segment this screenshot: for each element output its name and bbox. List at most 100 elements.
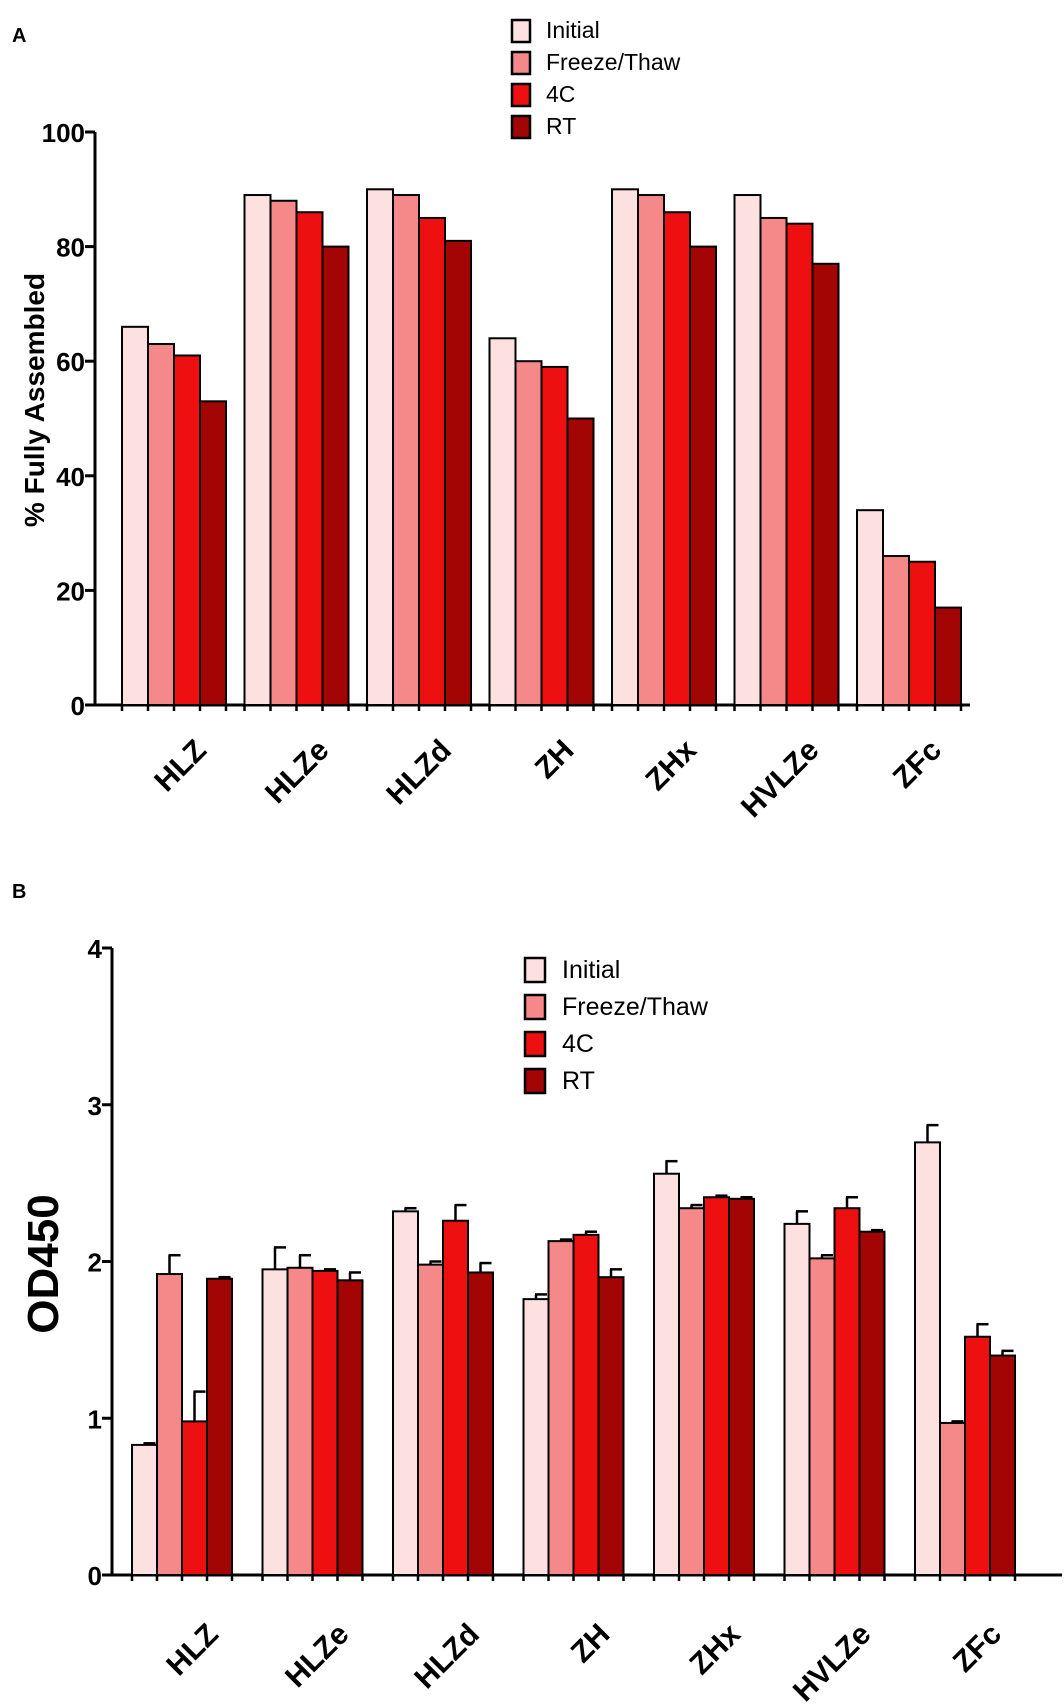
- panel-b-bar-hlz-initial: [131, 1443, 158, 1576]
- panel-a-legend-swatch-initial: [510, 18, 532, 44]
- panel-a-bar-zfc-freeze-thaw: [882, 555, 910, 707]
- panel-a-bar-zfc-4c: [908, 560, 936, 706]
- panel-b-bar-hlze-4c: [311, 1269, 339, 1577]
- panel-b-bar-hlze-initial: [261, 1268, 289, 1577]
- panel-a-bar-hlzd-rt: [444, 239, 472, 706]
- panel-b-y-tick-label-2: 2: [88, 1248, 102, 1278]
- panel-a-bar-hvlze-4c: [785, 222, 814, 706]
- panel-b-legend-label-rt: RT: [562, 1067, 595, 1095]
- panel-a-legend-swatch-4c: [510, 82, 532, 108]
- panel-b-y-tick-label-0: 0: [88, 1561, 102, 1591]
- panel-a-bar-hlzd-freeze-thaw: [392, 194, 420, 706]
- panel-a-y-tick-label-20: 20: [56, 576, 85, 606]
- panel-a-y-tick-label-100: 100: [42, 118, 85, 148]
- panel-b-bar-zhx-initial: [653, 1172, 680, 1576]
- panel-a-category-label-hlze: HLZe: [259, 734, 335, 810]
- panel-b-bar-hlzd-rt: [467, 1271, 494, 1577]
- panel-b-bar-hlz-rt: [206, 1277, 233, 1577]
- panel-b-legend-swatch-freeze-thaw: [523, 993, 547, 1021]
- panel-a-bar-hlze-rt: [321, 245, 350, 706]
- panel-b-legend-label-4c: 4C: [562, 1030, 594, 1058]
- panel-a-y-tick-label-0: 0: [71, 691, 85, 721]
- panel-a-category-label-hvlze: HVLZe: [735, 734, 826, 825]
- panel-b-legend-swatch-initial: [523, 956, 547, 984]
- panel-a-bar-hvlze-rt: [811, 262, 840, 706]
- panel-a-bar-zhx-freeze-thaw: [637, 194, 665, 706]
- panel-a-bar-zhx-rt: [689, 245, 717, 706]
- panel-a-bar-hlz-initial: [121, 325, 149, 706]
- panel-b-bar-hlz-4c: [181, 1420, 208, 1577]
- panel-a-bar-zhx-initial: [611, 188, 639, 707]
- panel-a-legend-label-initial: Initial: [546, 17, 600, 43]
- panel-b-bar-hlzd-freeze-thaw: [417, 1263, 444, 1576]
- panel-a-legend-label-freeze-thaw: Freeze/Thaw: [546, 49, 681, 75]
- panel-b-chart: B OD450 0 1 2 3 4 HLZ HLZe HLZd ZH ZHx HVLZe ZFc In…: [12, 881, 1062, 1707]
- panel-b-bar-hvlze-initial: [783, 1222, 811, 1576]
- panel-b-legend: Initial Freeze/Thaw 4C RT: [523, 956, 709, 1095]
- panel-a-category-label-hlz: HLZ: [148, 734, 213, 799]
- panel-a-bar-zfc-initial: [856, 509, 884, 706]
- panel-a-category-label-zhx: ZHx: [640, 733, 704, 797]
- panel-a-plot-area: 0 20 40 60 80 100 HLZ HLZe HLZd ZH ZHx HVLZe ZFc: [42, 118, 970, 824]
- panel-a-bar-hlz-rt: [199, 400, 227, 706]
- panel-b-bar-zhx-rt: [728, 1197, 755, 1577]
- panel-b-bar-zfc-rt: [989, 1354, 1016, 1577]
- panel-a-legend-label-4c: 4C: [546, 81, 575, 107]
- panel-b-bar-hvlze-freeze-thaw: [808, 1257, 836, 1576]
- panel-b-category-label-zhx: ZHx: [684, 1617, 748, 1681]
- panel-b-category-label-hlzd: HLZd: [408, 1618, 486, 1696]
- panel-a-y-tick-label-40: 40: [56, 462, 85, 492]
- panel-b-bar-zh-rt: [597, 1276, 625, 1577]
- panel-b-bar-zfc-4c: [964, 1335, 991, 1576]
- panel-b-bar-zhx-4c: [703, 1196, 730, 1577]
- panel-b-legend-label-freeze-thaw: Freeze/Thaw: [562, 993, 709, 1021]
- panel-b-category-label-hlz: HLZ: [160, 1618, 225, 1683]
- panel-b-bar-hlze-freeze-thaw: [286, 1266, 314, 1577]
- panel-a-bar-hlze-initial: [243, 194, 272, 706]
- panel-a-bar-hlze-4c: [295, 211, 324, 706]
- panel-a-bar-zhx-4c: [663, 211, 691, 706]
- panel-b-category-label-zh: ZH: [565, 1618, 617, 1670]
- panel-a-y-axis-title: % Fully Assembled: [19, 273, 50, 527]
- panel-a-bar-hlzd-initial: [366, 188, 394, 707]
- panel-b-bar-hlze-rt: [336, 1279, 364, 1577]
- panel-b-category-label-hlze: HLZe: [279, 1618, 355, 1694]
- panel-a-bar-zfc-rt: [934, 606, 962, 707]
- panel-b-bar-hlzd-initial: [392, 1210, 419, 1576]
- panel-b-legend-label-initial: Initial: [562, 956, 620, 984]
- panel-b-bar-hlzd-4c: [442, 1219, 469, 1576]
- panel-a-legend-label-rt: RT: [546, 113, 576, 139]
- panel-b-bar-zfc-freeze-thaw: [939, 1421, 966, 1577]
- panel-b-bar-zh-freeze-thaw: [547, 1240, 575, 1577]
- panel-a-bar-zh-freeze-thaw: [514, 360, 543, 706]
- panel-b-y-tick-label-3: 3: [88, 1091, 102, 1121]
- panel-a-bar-hlze-freeze-thaw: [269, 199, 298, 706]
- panel-b-y-tick-label-1: 1: [88, 1404, 102, 1434]
- panel-a-legend-swatch-freeze-thaw: [510, 50, 532, 76]
- panel-b-category-label-zfc: ZFc: [947, 1618, 1008, 1679]
- panel-a-bar-hvlze-initial: [733, 194, 762, 706]
- panel-a-bar-hvlze-freeze-thaw: [759, 216, 788, 706]
- panel-b-bar-zh-4c: [572, 1233, 600, 1577]
- panel-b-bar-zh-initial: [522, 1298, 550, 1576]
- panel-a-chart: A % Fully Assembled 0 20 40 60 80 100 HLZ HLZe H…: [12, 17, 970, 824]
- panel-b-bar-zhx-freeze-thaw: [678, 1207, 705, 1576]
- panel-a-bar-zh-rt: [566, 417, 595, 706]
- panel-b-bar-hlz-freeze-thaw: [156, 1273, 183, 1577]
- panel-a-label: A: [12, 25, 26, 47]
- panel-b-label: B: [12, 881, 26, 903]
- panel-a-bar-hlzd-4c: [418, 216, 446, 706]
- panel-a-bar-hlz-4c: [173, 354, 201, 706]
- panel-a-y-tick-label-80: 80: [56, 233, 85, 263]
- panel-a-y-tick-label-60: 60: [56, 347, 85, 377]
- panel-a-category-label-zfc: ZFc: [887, 734, 948, 795]
- panel-a-category-label-hlzd: HLZd: [380, 734, 458, 812]
- panel-a-bar-zh-initial: [488, 337, 517, 706]
- panel-a-legend: Initial Freeze/Thaw 4C RT: [510, 17, 681, 140]
- panel-a-legend-swatch-rt: [510, 114, 532, 140]
- panel-b-y-tick-label-4: 4: [88, 934, 103, 964]
- panel-b-y-axis-title: OD450: [19, 1194, 68, 1333]
- panel-a-category-label-zh: ZH: [529, 734, 581, 786]
- panel-b-bar-hvlze-rt: [858, 1230, 886, 1577]
